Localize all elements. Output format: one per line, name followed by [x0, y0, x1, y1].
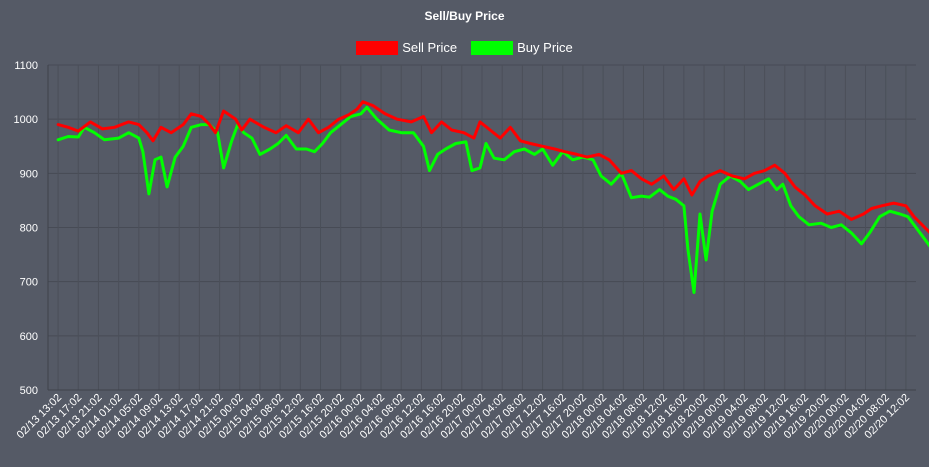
- legend-swatch-sell: [356, 40, 399, 55]
- y-tick-label: 900: [20, 168, 38, 180]
- buy-price-line: [56, 105, 929, 294]
- y-tick-label: 700: [20, 277, 38, 289]
- chart-title: Sell/Buy Price: [424, 9, 505, 23]
- legend-item-buy[interactable]: Buy Price: [471, 40, 573, 55]
- legend-swatch-buy: [471, 40, 514, 55]
- sell-price-line: [56, 100, 929, 234]
- legend-label-buy: Buy Price: [517, 40, 573, 55]
- legend-label-sell: Sell Price: [402, 40, 458, 55]
- y-tick-label: 1100: [14, 60, 38, 72]
- y-tick-label: 500: [20, 385, 38, 397]
- y-tick-label: 600: [20, 331, 38, 343]
- legend-item-sell[interactable]: Sell Price: [356, 40, 457, 55]
- y-tick-label: 1000: [14, 114, 38, 126]
- legend: Sell Price Buy Price: [0, 40, 929, 55]
- y-tick-label: 800: [20, 223, 38, 235]
